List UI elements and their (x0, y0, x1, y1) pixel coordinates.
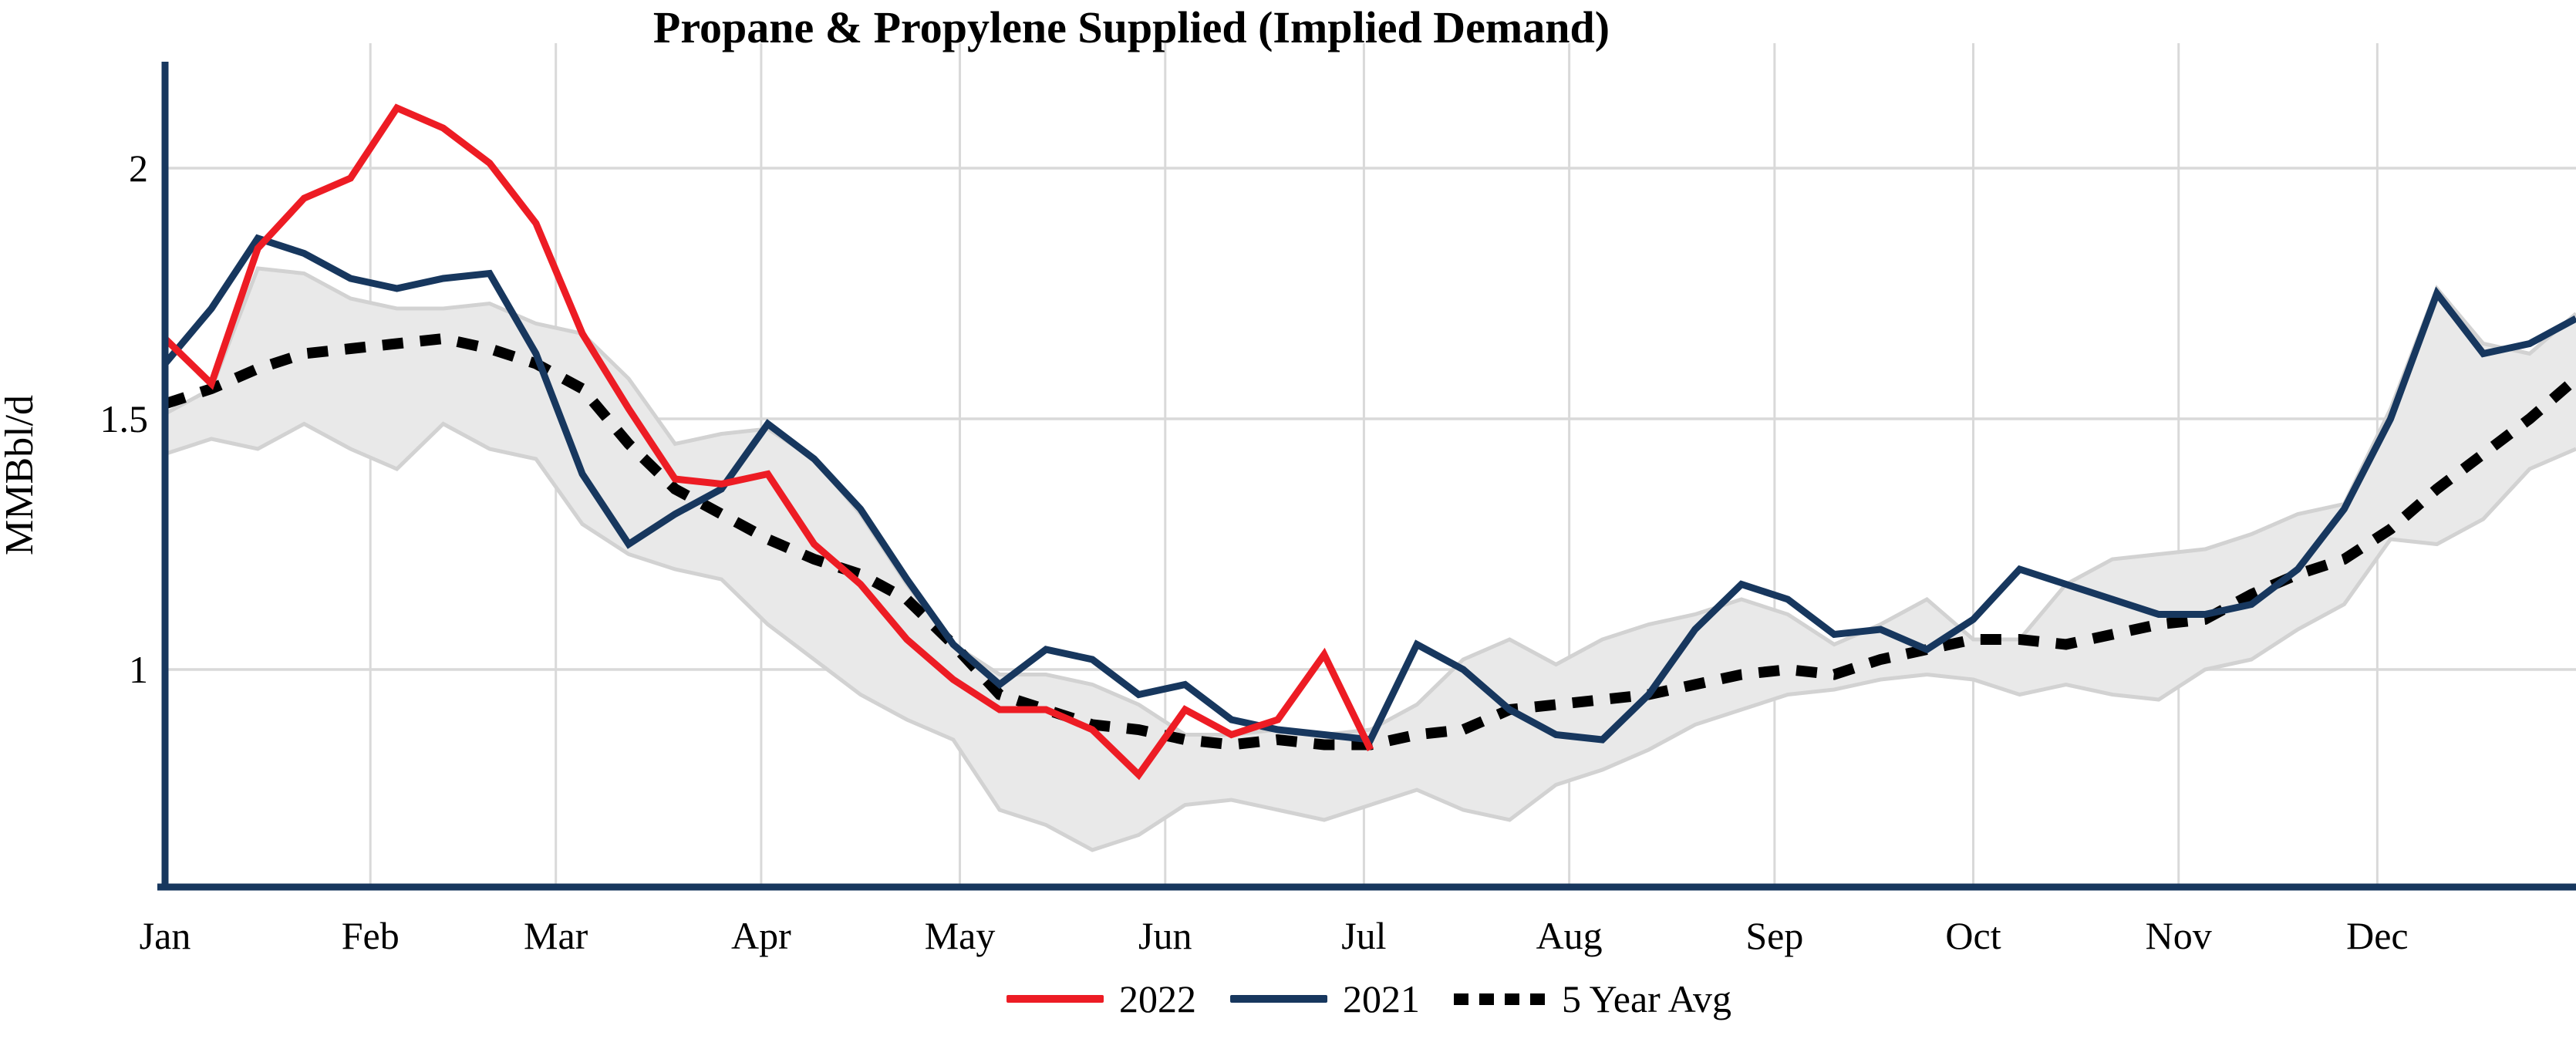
series-line-2021 (162, 234, 2576, 744)
axis-spines (157, 62, 2576, 891)
legend-label-2022: 2022 (1119, 977, 1197, 1020)
chart-title: Propane & Propylene Supplied (Implied De… (652, 2, 1610, 52)
x-tick-label-aug: Aug (1536, 914, 1603, 957)
series-line-2022 (162, 103, 1374, 781)
legend-line-sample-2021 (1230, 995, 1328, 1003)
x-tick-label-apr: Apr (731, 914, 791, 957)
x-tick-label-jun: Jun (1138, 914, 1192, 957)
y-axis-title: MMBbl/d (0, 395, 42, 555)
x-tick-label-jan: Jan (140, 914, 191, 957)
legend-item-2022: 2022 (1006, 976, 1196, 1021)
legend: 2022 2021 5 Year Avg (1006, 976, 1731, 1021)
x-tick-label-oct: Oct (1945, 914, 2001, 957)
legend-item-2021: 2021 (1230, 976, 1420, 1021)
y-tick-label-1: 1 (129, 648, 148, 691)
legend-line-sample-2022 (1006, 995, 1104, 1003)
tick-labels: 2 1.5 1 Jan Feb Mar Apr May Jun Jul Aug Sep Oct Nov De… (100, 147, 2409, 957)
x-tick-label-feb: Feb (342, 914, 400, 957)
x-tick-label-sep: Sep (1745, 914, 1803, 957)
x-tick-label-mar: Mar (524, 914, 588, 957)
legend-label-2021: 2021 (1343, 977, 1421, 1020)
series-lines (162, 103, 2576, 781)
legend-label-5yr-avg: 5 Year Avg (1562, 977, 1731, 1020)
y-tick-label-2: 2 (129, 147, 148, 190)
legend-item-5yr-avg: 5 Year Avg (1454, 976, 1731, 1021)
x-tick-label-may: May (925, 914, 996, 957)
range-band-fill (165, 268, 2576, 850)
x-tick-label-jul: Jul (1341, 914, 1386, 957)
x-tick-label-dec: Dec (2346, 914, 2409, 957)
legend-line-sample-5yr-avg (1454, 993, 1547, 1005)
y-tick-label-1.5: 1.5 (100, 397, 149, 440)
range-band-upper-edge (164, 266, 2576, 737)
range-band-lower-edge (164, 421, 2576, 852)
x-tick-label-nov: Nov (2146, 914, 2212, 957)
five-year-range-band (164, 266, 2576, 852)
